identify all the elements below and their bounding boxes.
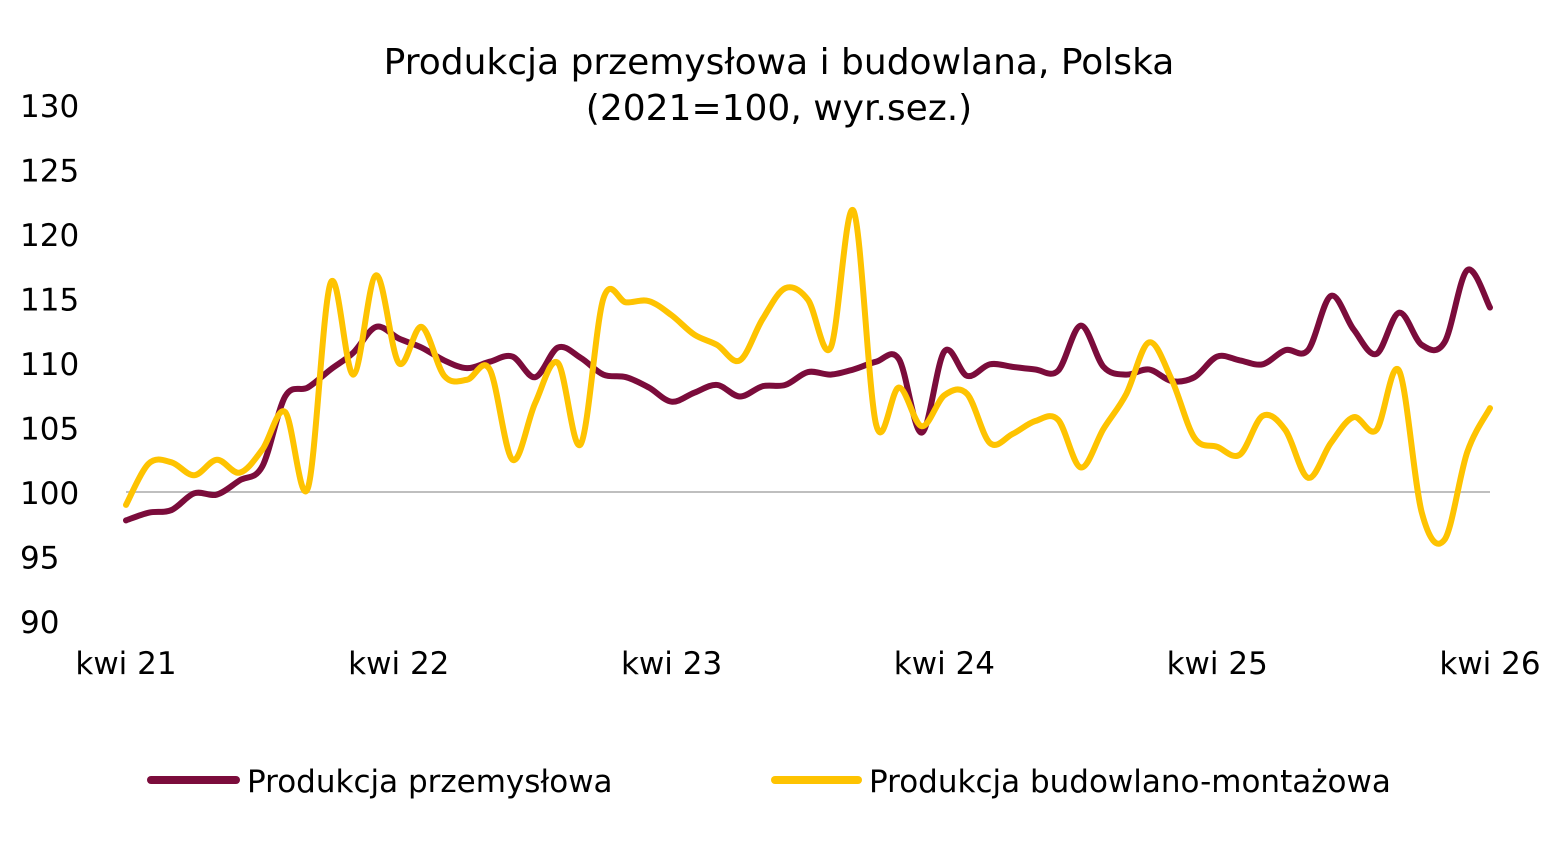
y-tick-label-90: 90 xyxy=(20,605,59,641)
y-tick-label-100: 100 xyxy=(20,476,79,512)
chart-subtitle: (2021=100, wyr.sez.) xyxy=(586,88,972,129)
x-tick-label-kwi-25: kwi 25 xyxy=(1167,646,1268,682)
x-tick-label-kwi-21: kwi 21 xyxy=(75,646,176,682)
x-tick-label-kwi-26: kwi 26 xyxy=(1439,646,1540,682)
series-lines xyxy=(123,207,1493,547)
chart-title: Produkcja przemysłowa i budowlana, Polsk… xyxy=(384,42,1175,83)
series-line-produkcja-przemyslowa xyxy=(123,266,1493,524)
x-tick-label-kwi-24: kwi 24 xyxy=(894,646,995,682)
y-tick-label-125: 125 xyxy=(20,154,79,190)
y-tick-label-130: 130 xyxy=(20,89,79,125)
y-tick-label-120: 120 xyxy=(20,218,79,254)
x-axis-tick-labels: kwi 21 kwi 22 kwi 23 kwi 24 kwi 25 kwi 26 xyxy=(75,646,1540,682)
x-tick-label-kwi-22: kwi 22 xyxy=(348,646,449,682)
legend-label-produkcja-przemyslowa: Produkcja przemysłowa xyxy=(247,764,613,800)
y-tick-label-115: 115 xyxy=(20,283,79,319)
legend-label-produkcja-budowlano-montazowa: Produkcja budowlano-montażowa xyxy=(869,764,1391,800)
y-tick-label-110: 110 xyxy=(20,347,79,383)
y-tick-label-105: 105 xyxy=(20,412,79,448)
x-tick-label-kwi-23: kwi 23 xyxy=(621,646,722,682)
series-line-produkcja-budowlano-montazowa xyxy=(123,207,1493,547)
y-axis-tick-labels: 130 125 120 115 110 105 100 95 90 xyxy=(20,89,79,641)
y-tick-label-95: 95 xyxy=(20,541,59,577)
legend: Produkcja przemysłowa Produkcja budowlan… xyxy=(147,764,1391,800)
